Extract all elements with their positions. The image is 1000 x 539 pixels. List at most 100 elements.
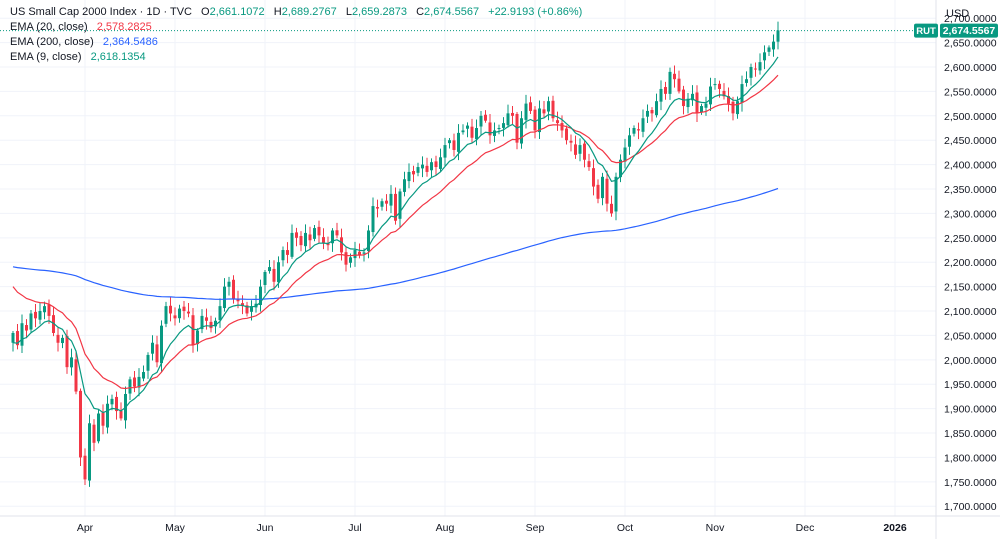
candle-body [772, 41, 775, 50]
candle-body [164, 306, 168, 324]
candle-body [38, 311, 42, 320]
candle-body [646, 110, 649, 117]
candle-body [65, 335, 69, 368]
candle-body [533, 109, 537, 131]
candle-body [304, 232, 307, 247]
candle-body [434, 161, 438, 168]
candle-body [151, 342, 154, 354]
candle-body [371, 206, 375, 233]
candle-body [754, 68, 757, 70]
candle-body [686, 98, 690, 108]
candle-body [11, 332, 15, 343]
candle-body [47, 304, 51, 316]
last-price-label: 2,674.5567 [943, 25, 996, 37]
ema200-value: 2,364.5486 [102, 36, 158, 48]
candle-body [592, 168, 595, 187]
y-tick-label: 2,500.0000 [944, 111, 997, 123]
candle-body [569, 140, 573, 143]
plot-background [0, 0, 936, 516]
close-value: 2,674.5567 [424, 6, 480, 18]
ema200-row[interactable]: EMA (200, close) 2,364.5486 [10, 35, 582, 50]
candle-body [142, 372, 145, 379]
candle-body [250, 306, 253, 312]
candle-body [610, 203, 613, 214]
candle-body [385, 200, 388, 204]
candle-body [119, 410, 123, 419]
ema9-row[interactable]: EMA (9, close) 2,618.1354 [10, 50, 582, 65]
candle-body [767, 47, 771, 52]
candle-body [317, 226, 321, 236]
candle-body [232, 279, 235, 299]
candle-body [776, 30, 780, 42]
candle-body [362, 252, 366, 254]
ticker-badge: RUT [914, 23, 938, 38]
candle-body [763, 52, 766, 61]
time-axis[interactable]: Apr May Jun Jul Aug Sep Oct Nov Dec 2026 [77, 522, 907, 534]
candle-body [326, 243, 330, 246]
candle-body [398, 191, 402, 219]
candle-body [335, 230, 339, 236]
candle-body [727, 96, 730, 104]
x-tick-label: Oct [617, 522, 633, 534]
candle-body [286, 250, 289, 255]
candle-body [407, 171, 411, 182]
candle-body [25, 325, 28, 331]
x-tick-label: Sep [526, 522, 545, 534]
candle-body [452, 140, 456, 150]
candle-body [245, 305, 249, 314]
candle-body [502, 123, 505, 128]
candle-body [137, 376, 141, 388]
x-tick-label: May [165, 522, 186, 534]
candle-body [745, 79, 748, 83]
y-tick-label: 2,250.0000 [944, 233, 997, 245]
close-label: C [416, 6, 425, 18]
candle-body [673, 73, 676, 80]
candle-body [155, 344, 159, 363]
legend: US Small Cap 2000 Index · 1D · TVC O2,66… [10, 5, 582, 65]
candle-body [322, 237, 325, 243]
candle-body [691, 93, 694, 101]
candle-body [461, 130, 465, 133]
low-value: 2,659.2873 [351, 6, 407, 18]
candle-body [43, 306, 46, 313]
candle-body [268, 267, 271, 272]
candle-body [367, 230, 370, 252]
candle-body [506, 113, 510, 126]
symbol-row[interactable]: US Small Cap 2000 Index · 1D · TVC O2,66… [10, 5, 582, 20]
candle-body [412, 170, 415, 175]
candle-body [704, 103, 708, 108]
y-tick-label: 2,150.0000 [944, 282, 997, 294]
candle-body [587, 161, 591, 168]
candle-body [520, 118, 523, 144]
x-tick-label: Aug [436, 522, 455, 534]
y-tick-label: 2,550.0000 [944, 86, 997, 98]
candle-body [358, 251, 361, 255]
candle-body [524, 103, 528, 120]
candle-body [241, 303, 244, 307]
ema20-row[interactable]: EMA (20, close) 2,578.2825 [10, 20, 582, 35]
price-axis[interactable]: 1,700.0000 1,750.0000 1,800.0000 1,850.0000… [944, 13, 997, 513]
candle-body [416, 167, 420, 173]
candle-body [605, 178, 609, 204]
candle-body [259, 286, 262, 306]
x-tick-label: Jun [257, 522, 274, 534]
candle-body [457, 132, 460, 152]
y-tick-label: 2,100.0000 [944, 306, 997, 318]
candle-body [29, 313, 33, 330]
candle-body [736, 101, 739, 115]
candle-body [394, 193, 397, 221]
candle-body [470, 126, 474, 138]
x-tick-label: Apr [77, 522, 94, 534]
candle-body [682, 89, 685, 107]
candle-body [551, 100, 555, 119]
ema9-line [12, 56, 779, 414]
currency-unit: USD [946, 8, 970, 20]
candle-body [628, 135, 631, 147]
ema20-value: 2,578.2825 [96, 21, 152, 33]
y-tick-label: 2,600.0000 [944, 62, 997, 74]
candle-body [443, 145, 447, 158]
ema9-value: 2,618.1354 [90, 51, 146, 63]
candle-body [83, 455, 87, 480]
candle-body [277, 262, 280, 283]
